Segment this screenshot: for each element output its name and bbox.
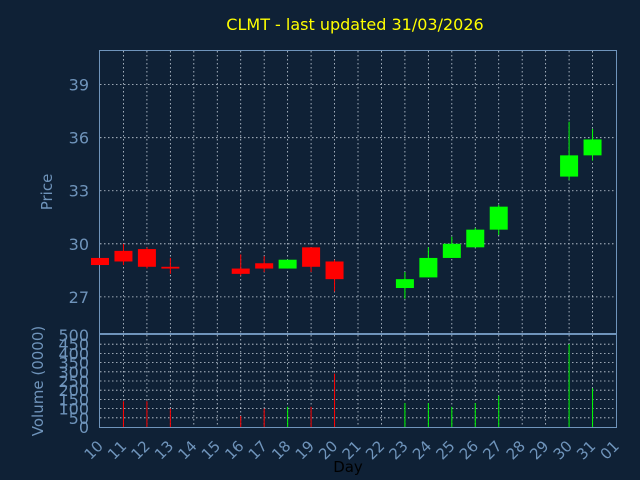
candle-body-13 [161,266,180,269]
volume-grid [100,335,616,427]
candle-body-30 [560,155,579,177]
candle-body-17 [255,263,274,269]
x-tick-26: 26 [456,437,482,463]
candle-body-24 [419,257,438,278]
price-tick-36: 36 [69,129,89,148]
volume-tick-400: 400 [58,344,89,363]
candle-body-19 [302,247,321,267]
x-tick-14: 14 [174,437,200,463]
price-tick-33: 33 [69,182,89,201]
price-tick-27: 27 [69,288,89,307]
x-tick-24: 24 [409,437,435,463]
x-tick-18: 18 [268,437,294,463]
x-tick-23: 23 [386,437,412,463]
x-tick-17: 17 [245,437,271,463]
x-tick-13: 13 [151,437,177,463]
x-tick-16: 16 [221,437,247,463]
candle-body-27 [489,206,508,230]
volume-tick-200: 200 [58,381,89,400]
x-tick-01: 01 [597,437,623,463]
candle-body-25 [442,243,461,258]
x-tick-25: 25 [432,437,458,463]
candle-body-10 [91,257,109,266]
price-panel-frame [99,50,617,334]
candle-body-11 [114,250,133,262]
x-tick-11: 11 [104,437,130,463]
candle-body-12 [137,249,156,267]
candle-body-18 [278,259,297,269]
volume-tick-250: 250 [58,372,89,391]
x-tick-29: 29 [526,437,552,463]
chart-title: CLMT - last updated 31/03/2026 [226,15,483,34]
x-tick-22: 22 [362,437,388,463]
price-grid [100,51,616,334]
candle-body-26 [466,229,485,248]
volume-tick-500: 500 [58,326,89,345]
price-tick-39: 39 [69,76,89,95]
volume-tick-300: 300 [58,363,89,382]
candle-body-20 [325,261,344,280]
candle-body-23 [395,279,414,289]
x-tick-27: 27 [479,437,505,463]
x-tick-15: 15 [198,437,224,463]
candle-body-31 [583,139,602,156]
volume-series [122,344,594,427]
x-tick-19: 19 [292,437,318,463]
x-tick-28: 28 [503,437,529,463]
candle-body-16 [231,268,250,274]
price-axis-label: Price [38,174,56,211]
volume-tick-450: 450 [58,335,89,354]
x-tick-12: 12 [128,437,154,463]
volume-axis-label: Volume (0000) [29,326,47,436]
x-axis-label: Day [333,458,363,476]
volume-panel-frame [99,334,617,428]
volume-tick-350: 350 [58,354,89,373]
volume-tick-100: 100 [58,400,89,419]
x-tick-30: 30 [550,437,576,463]
x-tick-10: 10 [81,437,107,463]
candlestick-series [91,121,602,299]
price-tick-30: 30 [69,235,89,254]
volume-tick-0: 0 [79,418,89,437]
x-tick-31: 31 [573,437,599,463]
volume-tick-150: 150 [58,390,89,409]
price-tick-labels: 27 30 33 36 39 [69,76,89,307]
volume-tick-50: 50 [69,409,89,428]
